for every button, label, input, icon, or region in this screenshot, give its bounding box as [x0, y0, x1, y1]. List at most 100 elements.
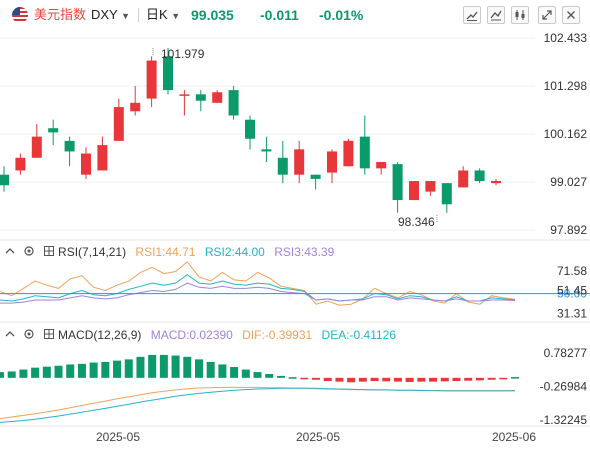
- macd-histogram-bar: [452, 377, 461, 382]
- macd-histogram-bar: [429, 377, 438, 382]
- candle-body: [31, 136, 42, 158]
- candle-body: [97, 145, 108, 171]
- candle-body: [474, 170, 485, 182]
- candle-body: [81, 153, 91, 175]
- last-price: 99.035: [191, 7, 234, 23]
- draw-tool-button[interactable]: [463, 6, 481, 24]
- macd-histogram-bar: [475, 377, 484, 381]
- rsi2-line: [0, 274, 516, 302]
- time-axis-label: 2025-05: [96, 430, 140, 444]
- dif-value: DIF:-0.39931: [242, 328, 313, 342]
- candle-body: [179, 94, 190, 96]
- macd-histogram-bar: [440, 377, 449, 382]
- dif-line: [0, 386, 516, 420]
- macd-histogram-bar: [136, 356, 145, 378]
- candle-body: [113, 107, 124, 141]
- gear-icon[interactable]: [23, 328, 35, 344]
- candle-body: [212, 92, 223, 103]
- macd-histogram-bar: [464, 377, 473, 381]
- gear-icon[interactable]: [23, 245, 35, 261]
- macd-histogram-bar: [66, 364, 75, 378]
- macd-histogram-bar: [159, 354, 168, 378]
- quote-toolbar: 美元指数 DXY ▼ 日K ▼ 99.035 -0.011 -0.01%: [0, 0, 590, 30]
- macd-title: MACD(12,26,9): [58, 328, 142, 342]
- macd-histogram-bar: [113, 360, 122, 378]
- candle-body: [15, 157, 26, 171]
- candle-body: [130, 102, 141, 112]
- price-axis-label: 101.298: [544, 79, 588, 93]
- period-label: 日K: [146, 7, 168, 22]
- macd-histogram-bar: [31, 367, 40, 378]
- rsi-axis-label: 71.58: [557, 264, 587, 278]
- drawing-icon: [466, 11, 478, 21]
- rsi-legend: RSI(7,14,21) RSI1:44.71 RSI2:44.00 RSI3:…: [4, 244, 334, 260]
- rsi3-value: RSI3:43.39: [274, 245, 335, 259]
- price-axis-label: 100.162: [544, 127, 588, 141]
- instrument-name: 美元指数: [34, 7, 87, 22]
- macd-histogram-bar: [77, 363, 86, 378]
- candlestick-type-button[interactable]: [511, 6, 529, 24]
- macd-legend: MACD(12,26,9) MACD:0.02390 DIF:-0.39931 …: [4, 327, 396, 343]
- macd-histogram-bar: [7, 371, 16, 378]
- candle-body: [277, 157, 288, 175]
- price-axis-label: 99.027: [550, 175, 587, 189]
- indicator-toggle-icon[interactable]: [43, 245, 55, 261]
- macd-histogram-bar: [206, 361, 215, 378]
- macd-histogram-bar: [194, 359, 203, 378]
- macd-histogram-bar: [382, 377, 391, 382]
- macd-histogram-bar: [19, 369, 28, 378]
- candle-body: [392, 164, 403, 201]
- candle-body: [376, 162, 387, 169]
- macd-histogram-bar: [124, 359, 133, 378]
- macd-value: MACD:0.02390: [150, 328, 233, 342]
- macd-histogram-bar: [393, 377, 402, 382]
- chevron-down-icon: ▼: [171, 11, 181, 21]
- price-change: -0.011: [260, 7, 299, 23]
- dea-line: [0, 387, 515, 423]
- macd-histogram-bar: [218, 364, 227, 378]
- price-change-percent: -0.01%: [319, 7, 364, 23]
- macd-histogram-bar: [358, 377, 367, 382]
- close-button[interactable]: [562, 6, 580, 24]
- macd-histogram-bar: [323, 377, 332, 382]
- candle-body: [409, 181, 419, 201]
- candle-body: [294, 149, 305, 175]
- toolbar-divider: [138, 8, 139, 22]
- macd-histogram-bar: [101, 361, 110, 378]
- candlestick-icon: [515, 10, 525, 20]
- macd-histogram-bar: [89, 362, 98, 378]
- candle-body: [441, 183, 452, 205]
- macd-axis-label: -1.32245: [540, 413, 588, 427]
- macd-histogram-bar: [499, 377, 508, 380]
- expand-button[interactable]: [538, 6, 556, 24]
- macd-histogram-bar: [347, 377, 356, 383]
- macd-histogram-bar: [511, 377, 519, 379]
- rsi1-value: RSI1:44.71: [135, 245, 196, 259]
- macd-histogram-bar: [0, 372, 4, 378]
- expand-icon: [542, 10, 552, 20]
- macd-histogram-bar: [300, 377, 309, 380]
- collapse-icon[interactable]: [4, 328, 16, 344]
- candle-body: [310, 174, 321, 179]
- indicator-toggle-icon[interactable]: [43, 328, 55, 344]
- symbol-selector[interactable]: DXY ▼: [91, 0, 130, 30]
- us-flag-icon: [12, 7, 28, 23]
- macd-histogram-bar: [54, 365, 63, 378]
- price-axis-label: 97.892: [550, 223, 587, 237]
- macd-histogram-bar: [487, 377, 496, 380]
- candle-body: [491, 181, 501, 184]
- period-selector[interactable]: 日K ▼: [146, 0, 180, 30]
- max-price-label: 101.979: [161, 47, 205, 61]
- price-axis-label: 102.433: [544, 31, 588, 45]
- chart-type-button[interactable]: [487, 6, 505, 24]
- candle-body: [245, 119, 255, 139]
- candle-body: [359, 136, 370, 169]
- macd-histogram-bar: [171, 355, 180, 378]
- macd-histogram-bar: [183, 356, 192, 378]
- macd-histogram-bar: [148, 354, 157, 378]
- candle-body: [163, 56, 173, 91]
- collapse-icon[interactable]: [4, 245, 16, 261]
- macd-histogram-bar: [405, 377, 414, 382]
- macd-histogram-bar: [42, 366, 51, 378]
